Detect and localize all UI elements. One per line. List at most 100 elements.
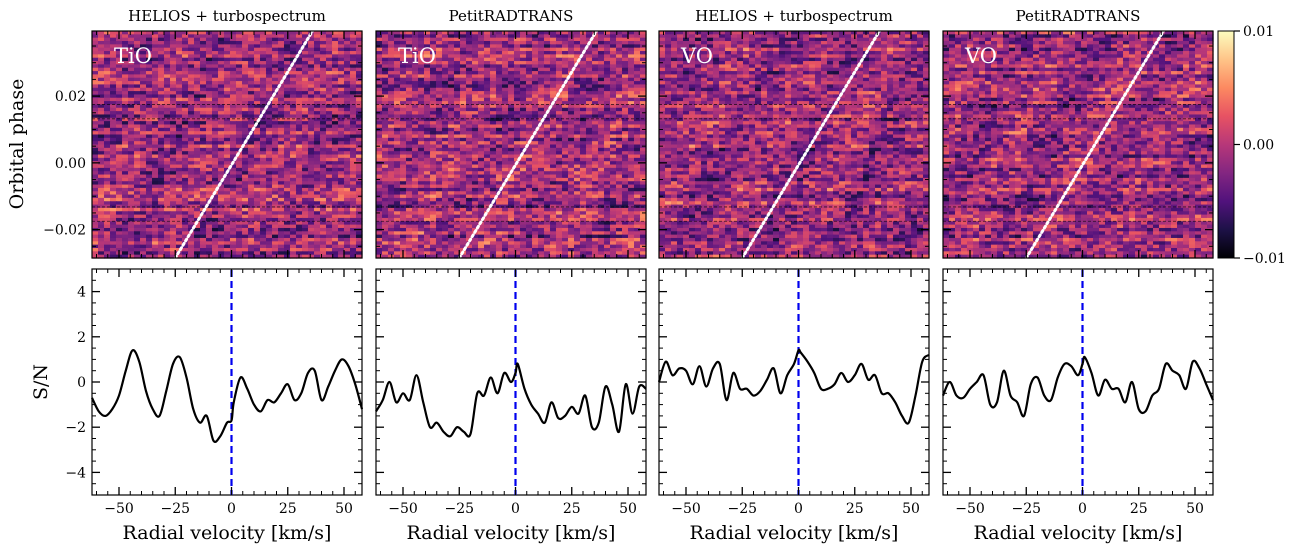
heatmap-cell: [230, 234, 237, 239]
heatmap-cell: [104, 84, 111, 89]
heatmap-cell: [544, 74, 551, 79]
heatmap-cell: [514, 151, 521, 156]
heatmap-cell: [236, 217, 243, 222]
heatmap-cell: [248, 77, 255, 82]
heatmap-cell: [170, 94, 177, 99]
heatmap-cell: [532, 91, 539, 96]
heatmap-cell: [284, 121, 291, 126]
heatmap-cell: [272, 204, 279, 209]
heatmap-cell: [134, 114, 141, 119]
heatmap-cell: [296, 74, 303, 79]
heatmap-cell: [296, 157, 303, 162]
heatmap-cell: [200, 244, 207, 249]
heatmap-cell: [436, 74, 443, 79]
heatmap-cell: [508, 67, 515, 72]
heatmap-cell: [520, 57, 527, 62]
heatmap-cell: [556, 51, 563, 55]
heatmap-cell: [104, 164, 111, 169]
heatmap-cell: [350, 84, 357, 89]
heatmap-cell: [290, 237, 297, 242]
heatmap-cell: [472, 134, 479, 139]
heatmap-cell: [104, 44, 111, 49]
heatmap-cell: [290, 251, 297, 256]
heatmap-cell: [176, 187, 183, 192]
heatmap-cell: [496, 87, 503, 92]
heatmap-cell: [532, 124, 539, 129]
heatmap-cell: [490, 71, 497, 75]
heatmap-cell: [140, 207, 147, 212]
heatmap-cell: [188, 204, 195, 209]
heatmap-cell: [248, 121, 255, 126]
heatmap-cell: [544, 31, 551, 35]
heatmap-cell: [308, 147, 315, 152]
heatmap-cell: [320, 174, 327, 179]
heatmap-cell: [170, 134, 177, 139]
heatmap-cell: [146, 71, 153, 75]
heatmap-cell: [634, 67, 641, 72]
heatmap-cell: [406, 67, 413, 72]
heatmap-cell: [460, 104, 467, 109]
heatmap-cell: [128, 41, 135, 45]
heatmap-cell: [122, 224, 129, 229]
heatmap-cell: [134, 87, 141, 92]
heatmap-cell: [134, 144, 141, 149]
heatmap-cell: [308, 47, 315, 52]
heatmap-cell: [502, 147, 509, 152]
heatmap-cell: [442, 67, 449, 72]
heatmap-cell: [538, 67, 545, 72]
heatmap-cell: [140, 154, 147, 159]
heatmap-cell: [350, 184, 357, 189]
heatmap-cell: [218, 234, 225, 239]
heatmap-cell: [314, 91, 321, 96]
heatmap-cell: [296, 207, 303, 212]
heatmap-cell: [134, 71, 141, 75]
heatmap-cell: [388, 114, 395, 119]
heatmap-cell: [302, 91, 309, 96]
heatmap-cell: [242, 57, 249, 62]
heatmap-cell: [92, 131, 99, 136]
heatmap-cell: [568, 54, 575, 59]
heatmap-cell: [442, 57, 449, 62]
heatmap-cell: [592, 154, 599, 159]
heatmap-cell: [580, 101, 587, 106]
heatmap-cell: [296, 111, 303, 116]
heatmap-cell: [212, 117, 219, 122]
heatmap-cell: [400, 154, 407, 159]
y-tick-label: −2: [65, 420, 86, 436]
heatmap-cell: [574, 31, 581, 35]
heatmap-cell: [158, 34, 165, 39]
heatmap-cell: [146, 134, 153, 139]
heatmap-cell: [326, 154, 333, 159]
heatmap-cell: [332, 144, 339, 149]
heatmap-cell: [514, 84, 521, 89]
heatmap-cell: [454, 87, 461, 92]
heatmap-cell: [350, 104, 357, 109]
heatmap-cell: [574, 114, 581, 119]
heatmap-cell: [454, 137, 461, 142]
heatmap-cell: [338, 104, 345, 109]
heatmap-cell: [338, 67, 345, 72]
heatmap-cell: [224, 67, 231, 72]
heatmap-cell: [320, 197, 327, 202]
heatmap-cell: [266, 91, 273, 96]
heatmap-cell: [302, 117, 309, 122]
heatmap-cell: [302, 77, 309, 82]
heatmap-cell: [194, 47, 201, 52]
heatmap-cell: [182, 94, 189, 99]
heatmap-cell: [326, 194, 333, 199]
top-ylabel: Orbital phase: [6, 79, 28, 210]
heatmap-cell: [532, 51, 539, 55]
heatmap-cell: [110, 224, 117, 229]
heatmap-cell: [188, 91, 195, 96]
heatmap-cell: [326, 231, 333, 236]
heatmap-cell: [98, 34, 105, 39]
heatmap-cell: [200, 167, 207, 172]
heatmap-cell: [278, 204, 285, 209]
heatmap-cell: [442, 64, 449, 69]
heatmap-cell: [508, 51, 515, 55]
heatmap-cell: [326, 224, 333, 229]
heatmap-cell: [320, 31, 327, 35]
heatmap-cell: [460, 151, 467, 156]
heatmap-cell: [278, 144, 285, 149]
heatmap-cell: [526, 147, 533, 152]
